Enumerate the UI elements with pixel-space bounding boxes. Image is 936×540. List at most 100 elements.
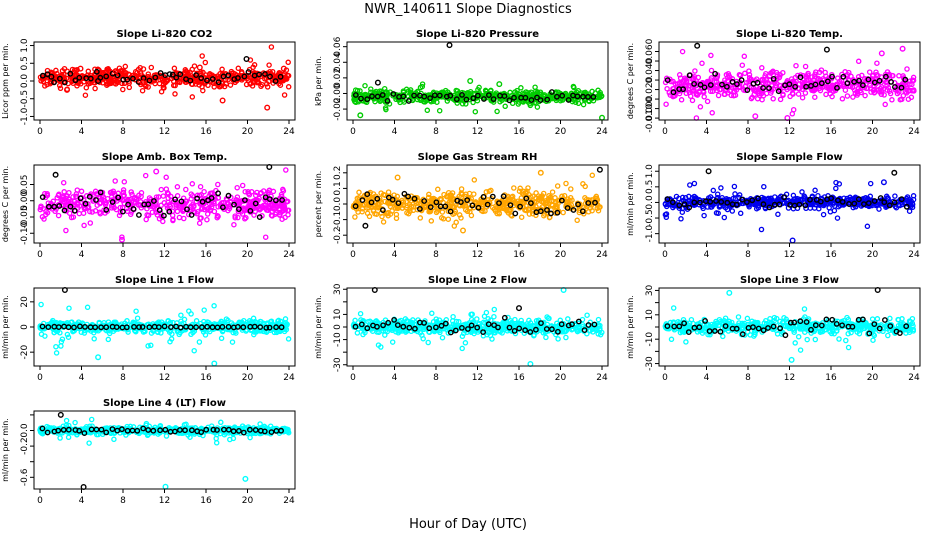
panel-title: Slope Li-820 Pressure	[416, 29, 539, 40]
mean-point	[130, 206, 137, 212]
data-point	[563, 180, 569, 187]
data-point	[232, 213, 238, 219]
mean-point	[77, 195, 84, 202]
data-point	[731, 183, 738, 190]
mean-point	[39, 194, 46, 201]
data-point	[135, 66, 142, 73]
mean-point	[215, 190, 222, 197]
data-point	[178, 312, 184, 318]
mean-point	[120, 208, 126, 215]
mean-point	[453, 96, 460, 103]
mean-point	[215, 79, 222, 86]
mean-point	[664, 77, 671, 84]
data-point	[285, 212, 291, 218]
y-tick-label: -10	[333, 332, 343, 347]
data-point	[120, 86, 126, 93]
data-point	[554, 183, 561, 189]
data-point	[403, 86, 410, 93]
mean-point	[194, 195, 201, 202]
data-point	[355, 209, 361, 215]
mean-point	[501, 93, 508, 100]
data-point	[44, 210, 51, 216]
mean-point	[686, 72, 693, 79]
data-point	[129, 191, 135, 198]
data-point	[497, 95, 503, 101]
data-point	[867, 180, 874, 187]
data-point	[696, 89, 703, 96]
data-point	[518, 214, 525, 220]
data-point	[116, 212, 123, 219]
data-point	[679, 48, 686, 55]
y-tick-label: 0	[333, 324, 343, 330]
y-tick-label: -0.5	[645, 209, 655, 227]
data-point	[357, 88, 363, 94]
data-point	[866, 69, 873, 75]
mean-point	[256, 214, 263, 221]
data-point	[354, 87, 361, 94]
x-tick-label: 24	[596, 373, 608, 383]
data-point	[854, 92, 860, 98]
plot-panel: Slope Amb. Box Temp.degrees C per min.0 4…	[1, 152, 296, 260]
x-tick-label: 20	[867, 373, 879, 383]
mean-point	[903, 203, 910, 210]
mean-point	[188, 212, 195, 218]
x-tick-label: 20	[242, 250, 254, 260]
data-point	[219, 328, 226, 335]
data-point	[217, 71, 223, 77]
data-point	[59, 68, 66, 74]
mean-point	[384, 98, 391, 104]
data-point	[802, 90, 809, 96]
data-point	[183, 73, 190, 79]
data-point	[445, 216, 452, 222]
data-point	[103, 68, 110, 74]
data-point	[687, 182, 693, 188]
data-point	[596, 166, 603, 173]
data-point	[215, 213, 221, 220]
y-tick-label: -0.5	[20, 90, 30, 108]
data-point	[699, 60, 705, 67]
x-tick-label: 8	[745, 250, 751, 260]
x-tick-label: 12	[472, 373, 483, 383]
data-point	[361, 92, 367, 98]
data-point	[92, 85, 98, 92]
mean-point	[56, 203, 63, 209]
data-point	[188, 203, 194, 209]
mean-point	[490, 96, 497, 103]
y-tick-label: -0.2	[333, 226, 343, 244]
data-point	[692, 68, 698, 74]
x-tick-label: 4	[392, 250, 398, 260]
data-point	[280, 204, 286, 210]
data-point	[165, 199, 171, 206]
data-point	[534, 89, 541, 95]
x-tick-label: 16	[200, 373, 212, 383]
data-point	[704, 204, 711, 210]
data-point	[435, 186, 441, 193]
data-point	[531, 100, 538, 106]
mean-point	[67, 203, 74, 210]
data-point	[73, 67, 79, 74]
data-point	[540, 190, 547, 197]
x-tick-label: 24	[596, 250, 608, 260]
data-point	[108, 205, 115, 211]
data-point	[113, 81, 119, 87]
data-point	[795, 91, 802, 97]
data-point	[381, 198, 388, 205]
x-tick-label: 12	[159, 250, 170, 260]
data-point	[515, 101, 522, 107]
data-point	[758, 90, 765, 97]
x-tick-label: 12	[472, 127, 483, 137]
mean-point	[865, 76, 872, 83]
data-point	[285, 336, 292, 342]
y-tick-label: 0.06	[333, 36, 343, 56]
data-point	[269, 68, 276, 75]
mean-point	[145, 201, 152, 208]
data-point	[687, 93, 694, 99]
data-point	[424, 107, 431, 114]
y-axis-label: ml/min per min.	[626, 295, 635, 359]
data-point	[450, 313, 456, 320]
mean-point	[150, 198, 157, 204]
mean-point	[234, 75, 241, 81]
data-point	[855, 58, 862, 65]
data-point	[759, 65, 765, 71]
data-point	[91, 336, 97, 342]
